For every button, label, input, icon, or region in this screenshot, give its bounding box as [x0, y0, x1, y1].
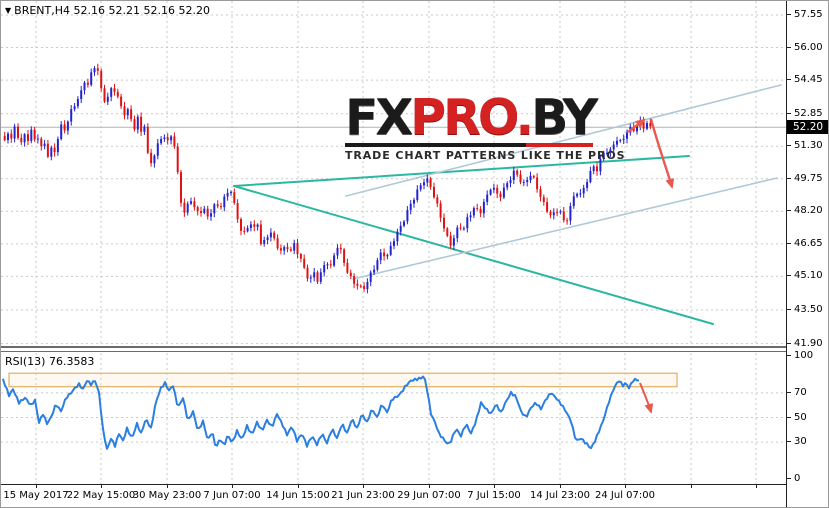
time-axis-tick [756, 485, 757, 488]
price-axis-label: 54.45 [787, 74, 823, 85]
price-axis-label: 48.20 [787, 205, 823, 216]
time-axis-label: 30 May 23:00 [132, 490, 202, 501]
price-axis-label: 56.00 [787, 42, 823, 53]
symbol-dropdown-icon[interactable]: ▼ [5, 6, 12, 15]
time-axis-label: 7 Jun 07:00 [203, 490, 261, 501]
rsi-axis-label: 30 [787, 436, 807, 447]
time-axis: 15 May 2017 22 May 15:00 30 May 23:00 7 Jun… [1, 484, 786, 507]
price-axis-label: 46.65 [787, 238, 823, 249]
price-axis: 52.20 57.55 56.00 54.45 52.85 51.30 49.75 48.2… [786, 1, 828, 507]
time-axis-tick [429, 485, 430, 488]
rsi-axis-label: 50 [787, 412, 807, 423]
time-axis-tick [101, 485, 102, 488]
price-axis-label: 41.90 [787, 338, 823, 349]
chart-title: ▼ BRENT,H4 52.16 52.21 52.16 52.20 [5, 4, 210, 17]
time-axis-tick [232, 485, 233, 488]
current-price-badge: 52.20 [787, 120, 828, 134]
main-chart-svg [1, 1, 786, 347]
time-axis-label: 22 May 15:00 [66, 490, 136, 501]
time-axis-tick [560, 485, 561, 488]
time-axis-tick [36, 485, 37, 488]
time-axis-label: 21 Jun 23:00 [331, 490, 395, 501]
time-axis-label: 15 May 2017 [3, 490, 69, 501]
panel-divider[interactable] [1, 346, 786, 348]
current-price-value: 52.20 [793, 121, 824, 133]
rsi-axis-label: 70 [787, 387, 807, 398]
rsi-indicator-label: RSI(13) 76.3583 [5, 355, 95, 368]
time-axis-label: 24 Jul 07:00 [595, 490, 655, 501]
time-axis-tick [691, 485, 692, 488]
price-axis-label: 43.50 [787, 304, 823, 315]
price-axis-label: 49.75 [787, 173, 823, 184]
price-axis-label: 51.30 [787, 140, 823, 151]
time-axis-tick [363, 485, 364, 488]
time-axis-label: 14 Jun 15:00 [266, 490, 330, 501]
rsi-axis-label: 100 [786, 350, 814, 361]
price-axis-label: 45.10 [787, 270, 823, 281]
rsi-svg [1, 353, 786, 484]
time-axis-tick [625, 485, 626, 488]
time-axis-tick [167, 485, 168, 488]
time-axis-tick [494, 485, 495, 488]
chart-title-text: BRENT,H4 52.16 52.21 52.16 52.20 [14, 4, 210, 17]
time-axis-tick [298, 485, 299, 488]
rsi-axis-label: 0 [786, 473, 801, 484]
price-axis-label: 52.85 [787, 108, 823, 119]
time-axis-label: 7 Jul 15:00 [467, 490, 521, 501]
time-axis-label: 29 Jun 07:00 [397, 490, 461, 501]
price-axis-label: 57.55 [787, 9, 823, 20]
panel-divider-line [1, 351, 786, 352]
time-axis-label: 14 Jul 23:00 [530, 490, 590, 501]
